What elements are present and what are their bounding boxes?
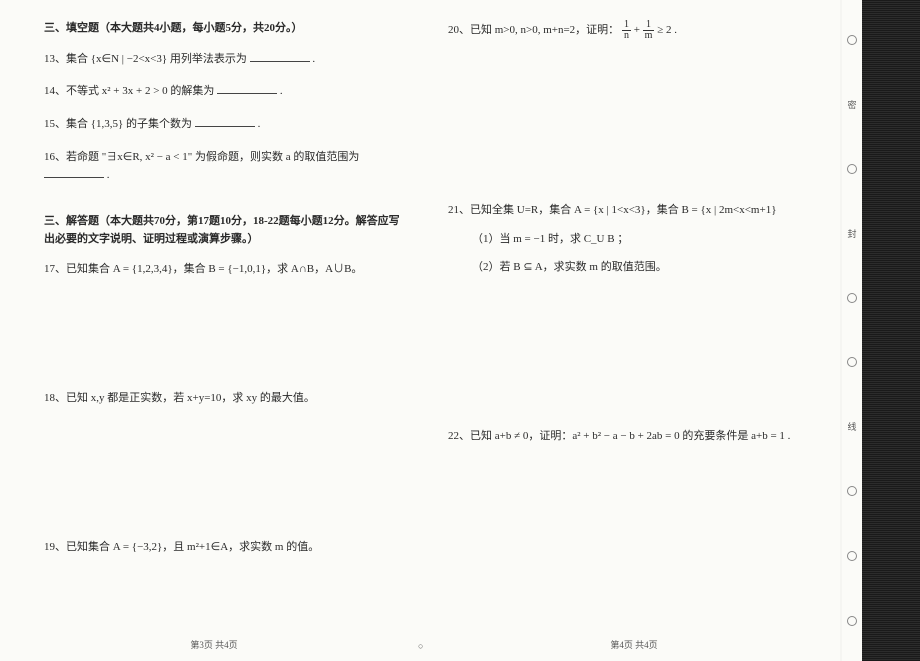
left-footer: 第3页 共4页 (190, 638, 237, 651)
q18: 18、已知 x,y 都是正实数，若 x+y=10，求 xy 的最大值。 (44, 389, 400, 408)
q13: 13、集合 {x∈N | −2<x<3} 用列举法表示为 . (44, 50, 400, 69)
q21-part1: （1）当 m = −1 时，求 C_U B ； (472, 230, 804, 249)
seal-char: 密 (846, 100, 859, 109)
punch-hole-icon (847, 616, 857, 626)
q21: 21、已知全集 U=R，集合 A = {x | 1<x<3}，集合 B = {x… (448, 201, 804, 277)
blank (195, 115, 255, 127)
punch-hole-icon (847, 357, 857, 367)
binding-dark-band (862, 0, 920, 661)
right-column: 20、已知 m>0, n>0, m+n=2，证明： 1 n + 1 m ≥ 2 … (428, 0, 840, 661)
page-spread: 三、填空题（本大题共4小题，每小题5分，共20分。） 13、集合 {x∈N | … (0, 0, 840, 661)
q21-part2: （2）若 B ⊆ A，求实数 m 的取值范围。 (472, 258, 804, 277)
q21-stem: 21、已知全集 U=R，集合 A = {x | 1<x<3}，集合 B = {x… (448, 201, 804, 220)
q15-text: 15、集合 {1,3,5} 的子集个数为 (44, 118, 192, 130)
binding-strip: 密 封 线 (842, 0, 920, 661)
q14: 14、不等式 x² + 3x + 2 > 0 的解集为 . (44, 82, 400, 101)
binding-dots: 密 封 线 (842, 0, 862, 661)
q14-text: 14、不等式 x² + 3x + 2 > 0 的解集为 (44, 85, 214, 97)
q19: 19、已知集合 A = {−3,2}，且 m²+1∈A，求实数 m 的值。 (44, 538, 400, 557)
q20-text-b: ≥ 2 . (657, 24, 677, 36)
q15: 15、集合 {1,3,5} 的子集个数为 . (44, 115, 400, 134)
q20-text-a: 20、已知 m>0, n>0, m+n=2，证明： (448, 24, 619, 36)
q16-text: 16、若命题 "∃x∈R, x² − a < 1" 为假命题，则实数 a 的取值… (44, 151, 359, 163)
seal-char: 封 (846, 229, 859, 238)
blank (250, 50, 310, 62)
left-column: 三、填空题（本大题共4小题，每小题5分，共20分。） 13、集合 {x∈N | … (0, 0, 428, 661)
blank (217, 82, 277, 94)
q20: 20、已知 m>0, n>0, m+n=2，证明： 1 n + 1 m ≥ 2 … (448, 20, 804, 41)
q13-text: 13、集合 {x∈N | −2<x<3} 用列举法表示为 (44, 53, 247, 65)
section-solve-head: 三、解答题（本大题共70分，第17题10分，18-22题每小题12分。解答应写出… (44, 213, 400, 248)
punch-hole-icon (847, 293, 857, 303)
q16: 16、若命题 "∃x∈R, x² − a < 1" 为假命题，则实数 a 的取值… (44, 148, 400, 185)
punch-hole-icon (847, 551, 857, 561)
q22: 22、已知 a+b ≠ 0，证明：a² + b² − a − b + 2ab =… (448, 427, 804, 446)
center-fold-mark: ○ (418, 641, 423, 651)
section-fill-head: 三、填空题（本大题共4小题，每小题5分，共20分。） (44, 20, 400, 38)
right-footer: 第4页 共4页 (610, 638, 657, 651)
fraction-1n: 1 n (622, 20, 631, 41)
seal-char: 线 (846, 422, 859, 431)
punch-hole-icon (847, 35, 857, 45)
fraction-1m: 1 m (643, 20, 655, 41)
punch-hole-icon (847, 164, 857, 174)
punch-hole-icon (847, 486, 857, 496)
blank (44, 166, 104, 178)
q17: 17、已知集合 A = {1,2,3,4}，集合 B = {−1,0,1}，求 … (44, 260, 400, 279)
